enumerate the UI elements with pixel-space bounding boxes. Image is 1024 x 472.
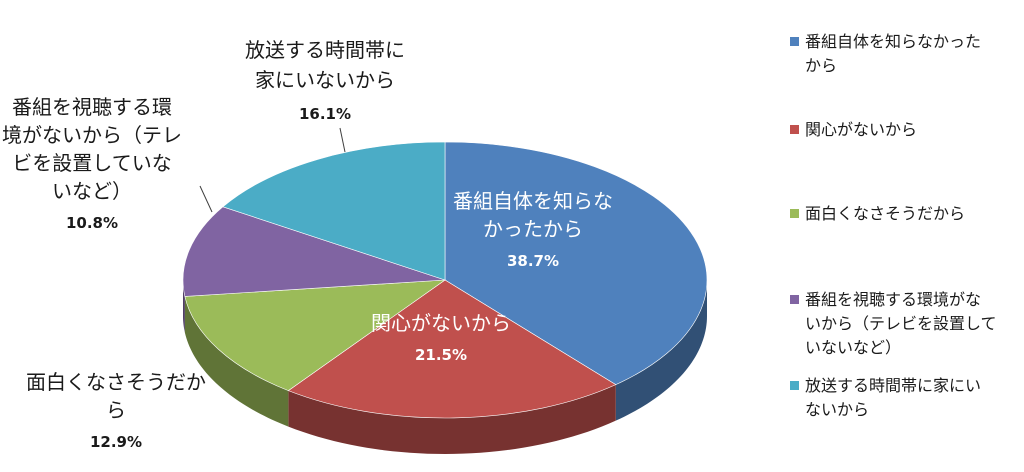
pie-slice-side-4 (183, 280, 185, 333)
legend-label-1-line-2: から (805, 56, 838, 75)
slice-label-4-line-1: 番組を視聴する環 (12, 95, 172, 119)
legend-item-4: 番組を視聴する環境がな いから（テレビを設置して いないなど） (790, 288, 1015, 360)
pie-slice-3 (184, 279, 447, 391)
legend-label-2: 関心がないから (805, 118, 917, 142)
slice-value-label-2: 21.5% (415, 346, 467, 364)
slice-value-label-3: 12.9% (90, 433, 142, 451)
slice-label-3-line-2: ら (106, 398, 126, 422)
legend-swatch-1 (790, 37, 799, 46)
pie-slice-4 (182, 206, 446, 297)
legend-item-3: 面白くなさそうだから (790, 202, 1015, 226)
slice-label-1-line-1: 番組自体を知らな (453, 189, 613, 213)
slice-label-4-line-2: 境がないから（テレ (2, 123, 182, 147)
legend-label-5-line-1: 放送する時間帯に家にい (805, 376, 982, 395)
leader-line-1 (339, 127, 346, 153)
leader-lines (199, 127, 346, 213)
legend-item-5: 放送する時間帯に家にい ないから (790, 374, 1015, 422)
legend-label-4: 番組を視聴する環境がな いから（テレビを設置して いないなど） (805, 288, 997, 360)
slice-value-label-1: 38.7% (507, 252, 559, 270)
slice-value-label-4: 10.8% (66, 214, 118, 232)
slice-label-5-line-2: 家にいないから (255, 68, 395, 92)
legend-label-3: 面白くなさそうだから (805, 202, 965, 226)
leader-line-2 (199, 185, 213, 213)
legend-label-1: 番組自体を知らなかった から (805, 30, 981, 78)
pie-slice-side-3 (184, 296, 289, 427)
legend-swatch-3 (790, 209, 799, 218)
slice-label-3-line-1: 面白くなさそうだか (26, 370, 206, 394)
legend-label-4-line-3: いないなど） (805, 338, 902, 357)
legend-label-4-line-2: いから（テレビを設置して (805, 314, 997, 333)
legend-swatch-4 (790, 295, 799, 304)
pie-slice-side-1 (615, 280, 707, 421)
pie-slice-2 (287, 279, 617, 419)
legend-label-4-line-1: 番組を視聴する環境がな (805, 290, 982, 309)
legend-label-2-line-1: 関心がないから (805, 120, 918, 139)
legend-label-5-line-2: ないから (805, 400, 870, 419)
legend-item-2: 関心がないから (790, 118, 1015, 142)
pie-slice-1 (444, 141, 708, 385)
legend-label-5: 放送する時間帯に家にい ないから (805, 374, 981, 422)
slice-label-5-line-1: 放送する時間帯に (245, 38, 405, 62)
slice-label-4-line-3: ビを設置していな (12, 151, 171, 175)
pie-slice-side-2 (288, 384, 616, 454)
legend-label-1-line-1: 番組自体を知らなかった (805, 32, 982, 51)
legend-swatch-5 (790, 381, 799, 390)
legend-item-1: 番組自体を知らなかった から (790, 30, 1015, 78)
legend-label-3-line-1: 面白くなさそうだから (805, 204, 966, 223)
slice-value-label-5: 16.1% (299, 105, 351, 123)
pie-slice-5 (222, 141, 446, 281)
pie-slices (182, 141, 708, 454)
slice-label-4-line-4: いなど） (52, 179, 132, 203)
slice-label-2-line-1: 関心がないから (371, 311, 511, 335)
legend-swatch-2 (790, 125, 799, 134)
slice-label-1-line-2: かったから (483, 217, 583, 241)
